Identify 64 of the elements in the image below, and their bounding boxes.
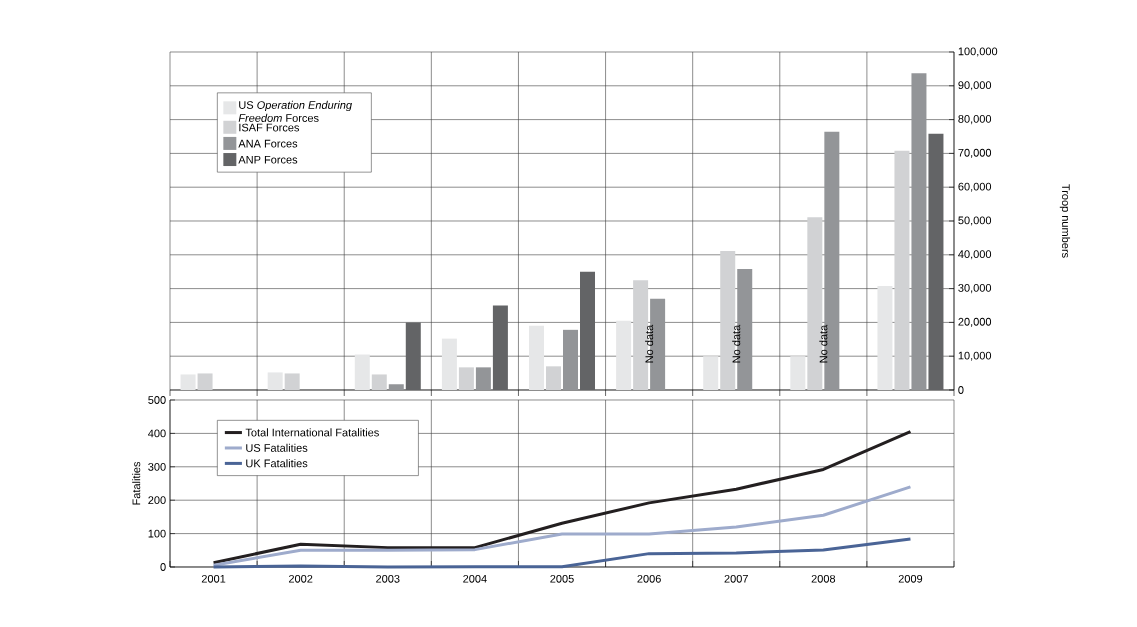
line-series — [212, 430, 912, 565]
x-tick-label: 2005 — [550, 574, 574, 583]
bar — [458, 367, 474, 390]
bar — [284, 373, 300, 390]
bar — [616, 320, 632, 390]
bar — [267, 372, 283, 390]
bar — [475, 367, 491, 390]
x-tick-label: 2002 — [288, 574, 313, 583]
bar — [354, 354, 370, 390]
y-tick-label: 10,000 — [958, 351, 992, 361]
x-tick-label: 2008 — [811, 574, 836, 583]
x-tick-label: 2001 — [201, 574, 226, 583]
x-tick-label: 2003 — [376, 574, 400, 583]
bar — [441, 338, 457, 390]
legend-label: ANA Forces — [238, 139, 298, 148]
legend-label: ANP Forces — [238, 155, 298, 164]
y-tick-label: 80,000 — [958, 115, 992, 125]
bar — [492, 305, 508, 390]
y-tick-label: 60,000 — [958, 182, 992, 192]
line-series — [212, 485, 912, 567]
x-tick-label: 2006 — [637, 574, 661, 583]
y-tick-label: 200 — [148, 496, 166, 505]
bar — [180, 374, 196, 390]
y-tick-label: 0 — [160, 563, 166, 571]
y-tick-label: 30,000 — [958, 284, 992, 294]
y-tick-label: 300 — [148, 462, 166, 471]
line-series — [212, 537, 912, 569]
bar — [877, 285, 893, 390]
bar — [546, 366, 562, 390]
bar — [703, 356, 719, 390]
legend-label: US Fatalities — [246, 443, 308, 452]
y-tick-label: 500 — [148, 396, 166, 404]
bar — [371, 374, 387, 390]
bar — [928, 133, 944, 390]
y-tick-label: 0 — [958, 386, 964, 394]
y-tick-label: 70,000 — [958, 148, 992, 158]
bar — [388, 384, 404, 390]
annotation: No data — [645, 324, 654, 363]
bar — [911, 73, 927, 390]
bar — [894, 150, 910, 390]
bar — [563, 329, 579, 390]
bar — [790, 356, 806, 390]
y-tick-label: 100 — [148, 529, 166, 538]
y-axis-title: Fatalities — [132, 461, 141, 505]
x-tick-label: 2004 — [463, 574, 487, 583]
bar — [197, 373, 213, 390]
y-tick-label: 100,000 — [958, 47, 998, 57]
annotation: No data — [732, 324, 741, 363]
y-tick-label: 90,000 — [958, 81, 992, 91]
y-tick-label: 40,000 — [958, 250, 992, 260]
annotation: No data — [819, 324, 828, 363]
legend-label: US Operation Enduring Freedom Forces — [238, 100, 352, 122]
bar — [529, 325, 545, 390]
y-tick-label: 50,000 — [958, 216, 992, 226]
legend-label: ISAF Forces — [239, 123, 300, 132]
bar — [405, 322, 421, 390]
x-tick-label: 2007 — [724, 574, 748, 583]
y-axis-title: Troop numbers — [1059, 184, 1071, 258]
x-tick-label: 2009 — [898, 574, 923, 583]
y-tick-label: 400 — [148, 429, 166, 438]
bar — [580, 271, 596, 390]
legend-label: Total International Fatalities — [245, 428, 379, 437]
legend-label: UK Fatalities — [246, 459, 308, 468]
y-tick-label: 20,000 — [958, 317, 992, 327]
